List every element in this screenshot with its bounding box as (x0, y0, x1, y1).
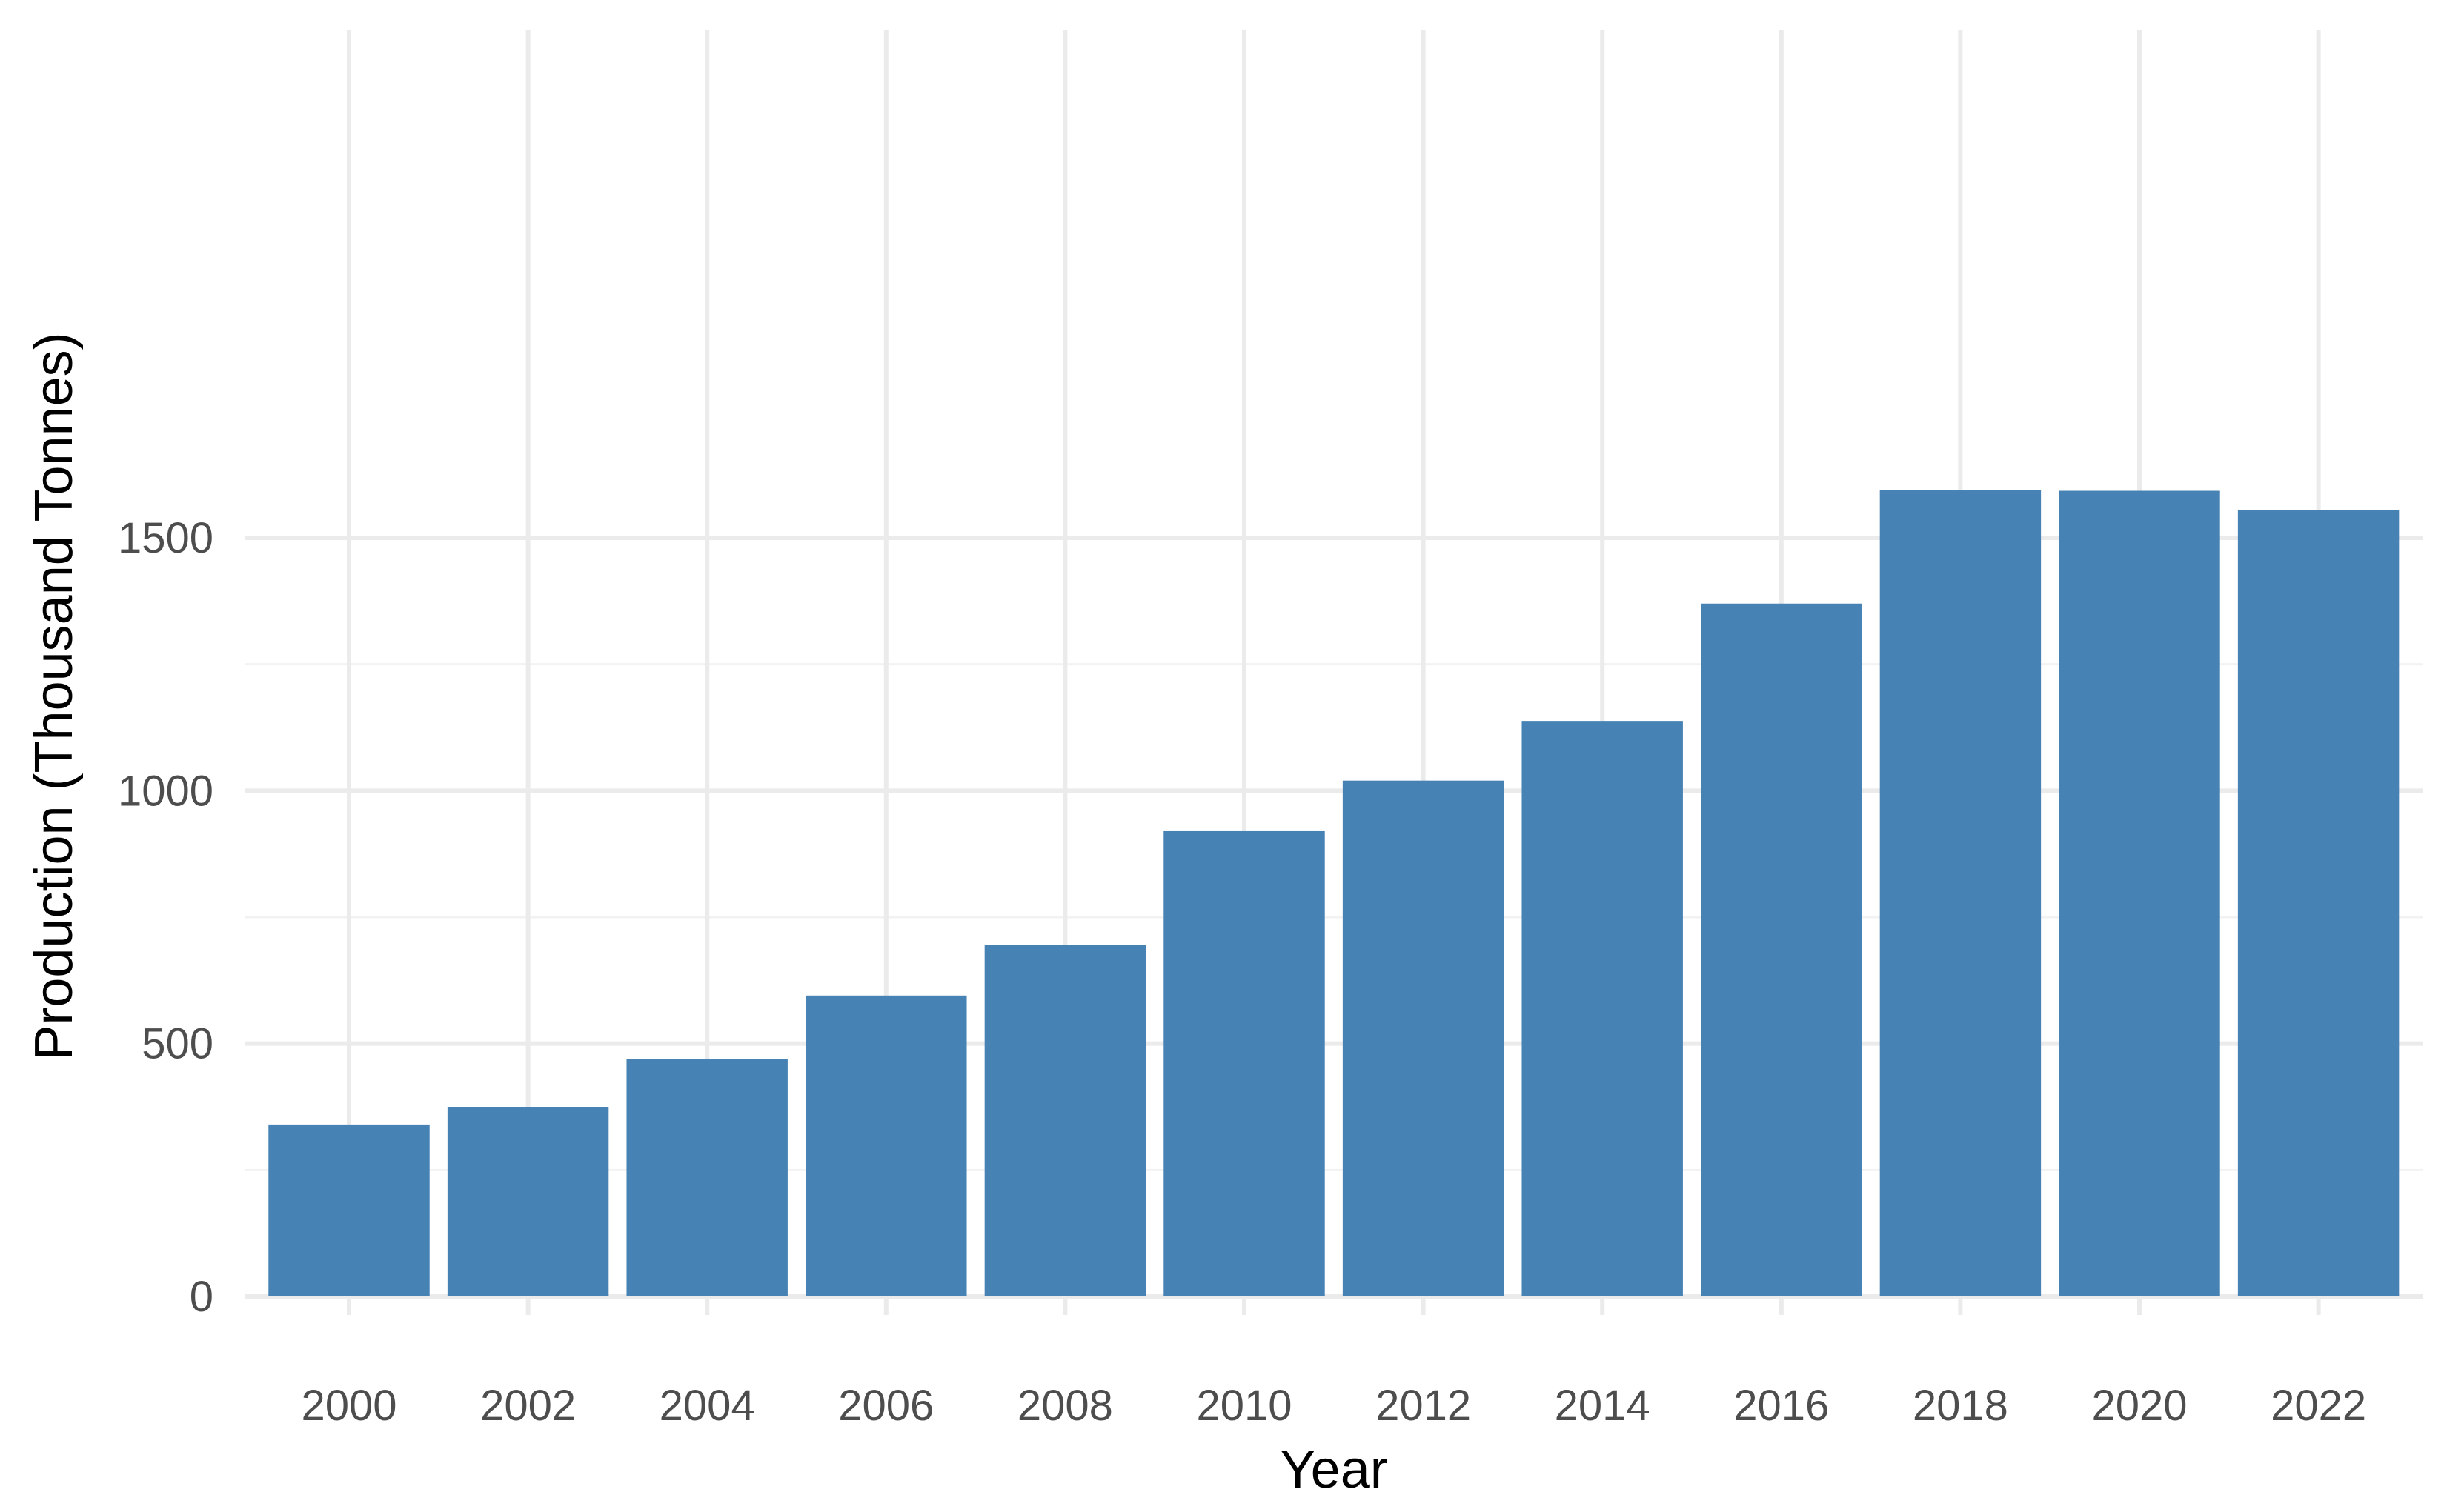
bar-2008 (984, 945, 1146, 1296)
bar-2020 (2059, 490, 2220, 1297)
x-tick-label: 2000 (301, 1382, 396, 1430)
bar-2000 (268, 1124, 430, 1296)
bar-2022 (2237, 510, 2400, 1296)
x-tick-label: 2014 (1555, 1382, 1650, 1430)
x-axis-tick-labels: 2000 2002 2004 2006 2008 2010 2012 2014 2016 2018… (301, 1382, 2366, 1430)
x-tick-label: 2010 (1196, 1382, 1292, 1430)
y-tick-label: 1500 (118, 514, 213, 562)
bar-2006 (806, 995, 967, 1296)
y-tick-label: 0 (190, 1273, 213, 1321)
x-tick-label: 2018 (1913, 1382, 2008, 1430)
bar-2014 (1521, 721, 1683, 1296)
bar-2004 (626, 1059, 788, 1296)
bar-2010 (1163, 830, 1325, 1296)
y-tick-label: 500 (142, 1020, 213, 1068)
bar-2002 (447, 1107, 609, 1296)
x-tick-label: 2016 (1733, 1382, 1829, 1430)
x-tick-label: 2012 (1375, 1382, 1471, 1430)
x-tick-label: 2004 (660, 1382, 755, 1430)
y-axis-title: Production (Thousand Tonnes) (24, 332, 84, 1060)
x-tick-label: 2022 (2271, 1382, 2366, 1430)
x-axis-title: Year (1280, 1440, 1387, 1499)
y-axis-tick-labels: 0 500 1000 1500 (118, 514, 213, 1321)
bar-2012 (1342, 780, 1504, 1296)
x-tick-label: 2020 (2091, 1382, 2187, 1430)
x-tick-label: 2002 (480, 1382, 576, 1430)
bar-2016 (1701, 603, 1862, 1296)
bars-group (268, 490, 2400, 1297)
x-tick-label: 2008 (1017, 1382, 1113, 1430)
bar-2018 (1879, 490, 2042, 1296)
y-tick-label: 1000 (118, 767, 213, 815)
x-tick-label: 2006 (838, 1382, 934, 1430)
